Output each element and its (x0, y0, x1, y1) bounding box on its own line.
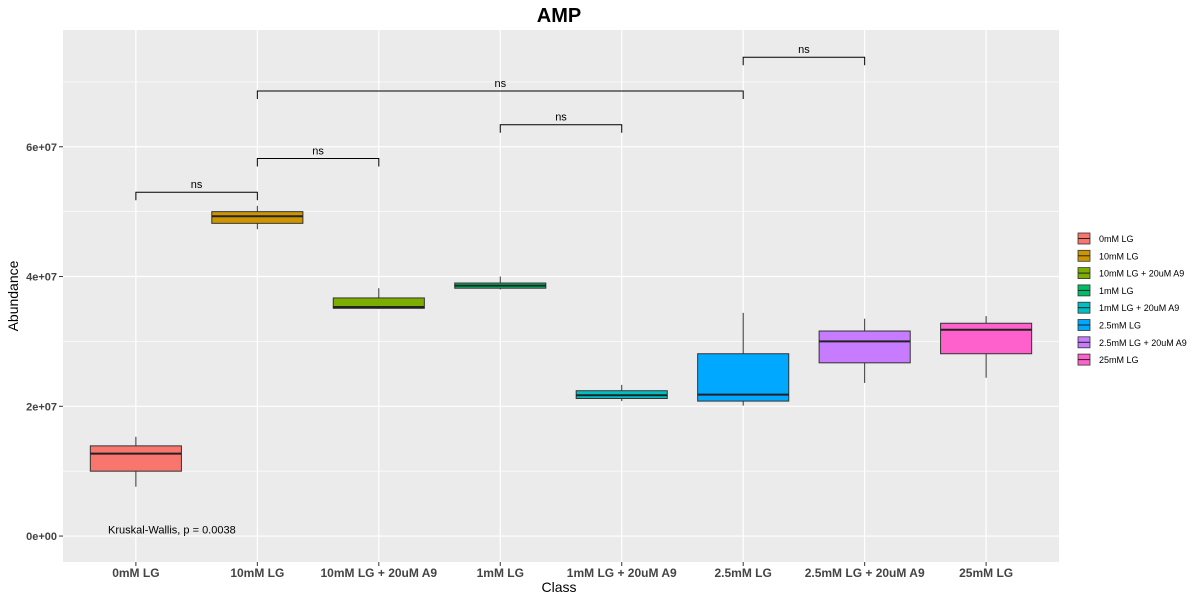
legend-label: 0mM LG (1099, 234, 1134, 244)
comparison-bracket: ns (256, 145, 380, 167)
comparison-brackets: ns ns ns ns ns (135, 44, 866, 201)
bracket-label: ns (798, 44, 810, 56)
legend-label: 2.5mM LG + 20uM A9 (1099, 338, 1187, 348)
comparison-bracket: ns (256, 78, 744, 99)
y-tick-label: 6e+07 (26, 142, 57, 154)
x-tick-label: 2.5mM LG + 20uM A9 (805, 566, 925, 580)
legend-item: 10mM LG + 20uM A9 (1077, 267, 1184, 280)
legend-label: 1mM LG (1099, 286, 1134, 296)
box-body (940, 322, 1033, 355)
legend-item: 25mM LG (1077, 353, 1139, 366)
bracket-label: ns (191, 179, 203, 191)
chart-title: AMP (537, 5, 581, 27)
bracket-line (256, 157, 380, 167)
bracket-line (135, 191, 258, 201)
box-0mm-lg (89, 436, 182, 487)
x-axis-title: Class (541, 579, 576, 595)
x-axis: 0mM LG 10mM LG 10mM LG + 20uM A9 1mM LG 1mM … (112, 562, 1013, 580)
x-tick-label: 25mM LG (959, 566, 1013, 580)
box-25mm-lg (940, 316, 1033, 378)
legend-item: 2.5mM LG (1077, 319, 1141, 331)
kruskal-wallis-annotation: Kruskal-Wallis, p = 0.0038 (108, 524, 236, 536)
legend-item: 1mM LG + 20uM A9 (1077, 301, 1179, 314)
bracket-label: ns (312, 145, 324, 157)
box-2-5mm-lg-20um-a9 (818, 318, 911, 383)
bracket-label: ns (555, 112, 567, 124)
legend-label: 10mM LG + 20uM A9 (1099, 269, 1184, 279)
box-1mm-lg-20um-a9 (575, 384, 668, 402)
comparison-bracket: ns (135, 179, 258, 201)
box-2-5mm-lg (697, 312, 790, 406)
box-10mm-lg (211, 205, 304, 230)
bracket-label: ns (494, 78, 506, 90)
plot-panel (63, 30, 1059, 562)
legend-label: 1mM LG + 20uM A9 (1099, 303, 1179, 313)
legend-label: 25mM LG (1099, 355, 1139, 365)
y-axis-title: Abundance (5, 260, 21, 331)
box-10mm-lg-20um-a9 (332, 288, 425, 309)
legend-label: 2.5mM LG (1099, 321, 1141, 331)
y-tick-label: 0e+00 (26, 531, 57, 543)
box-body (211, 211, 304, 224)
comparison-bracket: ns (742, 44, 866, 66)
x-tick-label: 1mM LG + 20uM A9 (567, 566, 677, 580)
bracket-line (742, 56, 866, 66)
x-tick-label: 10mM LG (230, 566, 284, 580)
bracket-line (256, 90, 744, 99)
box-body (818, 330, 911, 364)
bracket-line (499, 124, 623, 133)
y-tick-label: 2e+07 (26, 401, 57, 413)
legend-label: 10mM LG (1099, 251, 1139, 261)
box-body (332, 297, 425, 309)
y-axis: 0e+00 2e+07 4e+07 6e+07 (26, 142, 63, 543)
box-1mm-lg (454, 276, 547, 290)
legend-item: 2.5mM LG + 20uM A9 (1077, 336, 1187, 349)
comparison-bracket: ns (499, 112, 623, 133)
legend-item: 0mM LG (1077, 232, 1134, 245)
x-tick-label: 1mM LG (477, 566, 524, 580)
legend-item: 1mM LG (1077, 284, 1134, 297)
y-tick-label: 4e+07 (26, 272, 57, 284)
x-tick-label: 2.5mM LG (715, 566, 772, 580)
x-tick-label: 0mM LG (112, 566, 159, 580)
x-tick-label: 10mM LG + 20uM A9 (321, 566, 438, 580)
legend: 0mM LG 10mM LG 10mM LG + 20uM A9 1mM LG 1mM … (1077, 232, 1187, 366)
boxes-layer (89, 205, 1033, 487)
box-body (697, 353, 790, 402)
legend-item: 10mM LG (1077, 249, 1139, 262)
box-body (89, 445, 182, 472)
